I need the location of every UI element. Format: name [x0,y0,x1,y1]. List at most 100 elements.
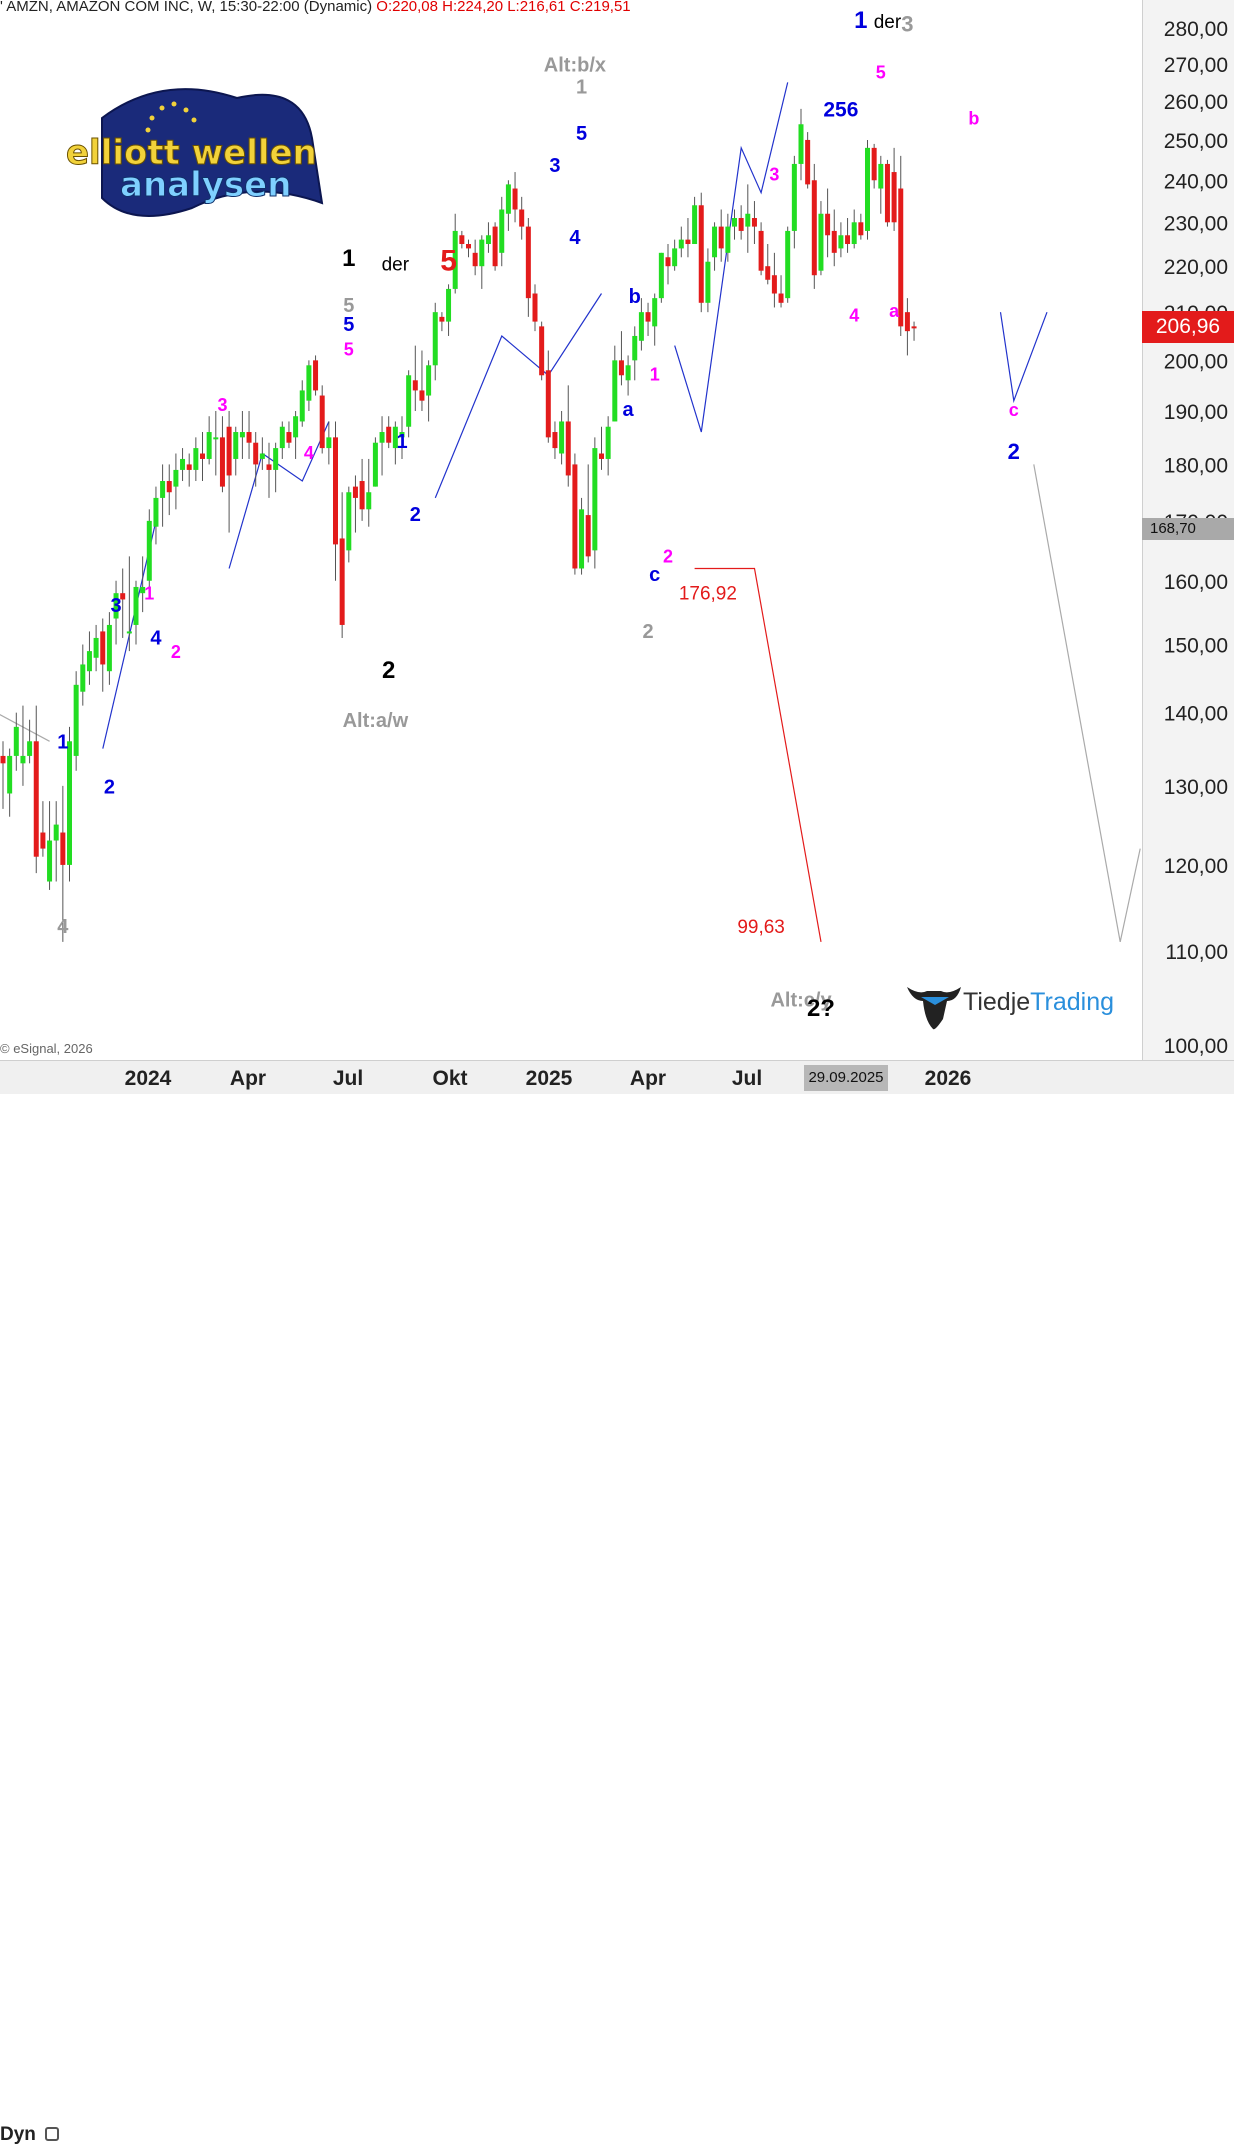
chart-annotation: Alt:c/y [770,989,832,1011]
candle-down [246,432,252,443]
candle-up [785,230,791,299]
wave-label: 4 [304,443,314,463]
chart-annotation: 2? [807,995,835,1022]
candle-down [166,481,172,493]
candle-up [672,248,678,267]
crosshair-date-badge: 29.09.2025 [804,1065,888,1091]
candle-up [485,235,491,245]
candle-up [160,481,166,498]
candle-down [466,244,471,249]
candle-up [173,469,179,487]
chart-annotation: 3 [901,12,913,37]
candle-up [306,365,312,401]
wave-label: 4 [57,916,69,938]
candle-down [572,464,578,569]
price-chart[interactable]: 41231423415552123514ba1c22345abc21Alt:b/… [0,0,1234,1093]
candle-up [53,824,59,841]
time-axis[interactable]: Dyn [0,1060,1234,2145]
candle-up [791,163,797,231]
candle-up [818,213,824,271]
candle-down [858,222,864,236]
candle-down [60,832,66,865]
wave-label: a [623,399,635,421]
candle-up [798,124,804,164]
candle-down [439,316,445,322]
candle-up [133,586,139,625]
wave-label: 5 [344,339,354,359]
wave-label: 2 [663,546,673,566]
candle-down [266,464,272,470]
wave-label: b [629,286,641,308]
chart-annotation: der [874,12,902,33]
logo-text-line2: analysen [120,165,291,205]
candle-down [492,226,498,267]
chart-annotation: 176,92 [679,583,737,604]
candle-up [7,755,13,794]
chart-annotation: 5 [440,245,457,278]
candle-up [239,432,245,438]
candle-down [765,266,771,280]
candle-down [386,426,392,443]
candle-up [299,390,305,422]
candle-down [904,312,910,332]
wave-label: c [649,564,660,586]
wave-label: 5 [576,123,587,145]
candle-down [512,188,518,210]
candle-up [446,288,452,322]
wave-label: 4 [849,306,859,326]
candle-up [279,426,285,449]
chart-annotation: Alt:a/w [343,710,409,732]
candle-down [665,257,671,267]
candle-up [13,726,19,756]
candle-down [565,421,571,476]
elliott-wellen-logo: elliott wellen analysen [62,78,324,228]
wave-label: 2 [410,504,421,526]
candle-down [459,235,465,245]
candle-up [632,335,638,361]
candle-up [851,222,857,245]
chart-header: ' AMZN, AMAZON COM INC, W, 15:30-22:00 (… [0,0,631,15]
candle-down [825,213,831,236]
chart-annotation: 256 [823,99,858,122]
candle-down [286,432,292,443]
candle-down [871,147,877,181]
wave-label: 1 [57,732,68,754]
wave-label: a [889,301,900,321]
candle-up [379,432,385,443]
candle-up [692,205,698,245]
candle-up [206,432,212,459]
wave-label: 3 [549,155,560,177]
candle-up [505,184,511,214]
candle-down [0,755,6,764]
candle-up [725,226,731,253]
logo-tt-part1: Tiedje [963,988,1031,1016]
candle-up [293,416,299,438]
candle-down [618,360,624,376]
candle-up [193,448,199,470]
projection-paths [0,82,1141,943]
candle-up [80,664,86,692]
time-axis-lock[interactable]: Dyn [0,2124,60,2146]
chart-annotation: Alt:b/x [544,54,606,76]
candle-up [366,492,372,510]
candle-up [406,375,412,427]
candle-down [352,486,358,498]
candle-down [738,218,744,231]
chart-annotation: 99,63 [737,917,785,938]
candle-up [559,421,565,454]
candle-down [519,209,525,227]
candle-down [718,226,724,249]
wave-label: 2 [171,642,181,662]
candle-down [525,226,531,299]
candle-down [219,437,225,487]
candle-up [346,492,352,551]
candle-up [392,426,398,449]
wave-path-grey [0,714,50,742]
candle-up [27,741,33,756]
wave-label: 5 [876,63,886,83]
symbol-text: ' AMZN, AMAZON COM INC, W, 15:30-22:00 (… [0,0,373,15]
candle-down [831,230,837,253]
candle-up [73,684,79,756]
candle-down [552,432,558,449]
candle-down [200,453,205,459]
